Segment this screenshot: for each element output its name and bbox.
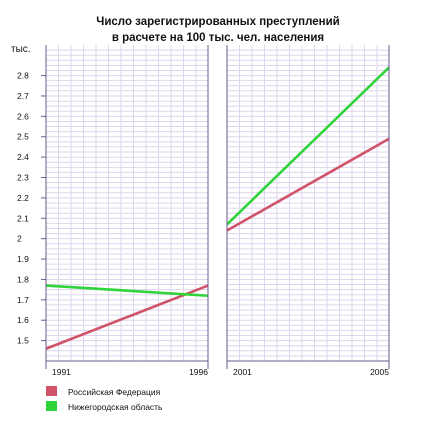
series-line-panel2-russia (226, 137, 390, 232)
y-tick-label: 1.6 (17, 315, 29, 325)
series-layer (45, 66, 390, 350)
y-tick-label: 2.7 (17, 91, 29, 101)
x-tick-label: 1996 (189, 367, 208, 377)
legend: Российская Федерация Нижегородская област… (46, 386, 163, 412)
y-tick-label: 2.3 (17, 173, 29, 183)
chart-title: Число зарегистрированных преступлений (96, 16, 339, 28)
y-tick-label: 1.5 (17, 336, 29, 346)
legend-label: Нижегородская область (68, 402, 163, 412)
y-tick-label: 1.9 (17, 254, 29, 264)
series-line-panel2-nizhny-novgorod (226, 66, 390, 226)
chart-subtitle: в расчете на 100 тыс. чел. населения (112, 32, 324, 44)
x-tick-label: 1991 (52, 367, 71, 377)
y-tick-label: 2.1 (17, 213, 29, 223)
legend-swatch (46, 386, 57, 396)
grid-layer (46, 45, 389, 361)
y-tick-label: 2.8 (17, 71, 29, 81)
x-tick-label: 2001 (233, 367, 252, 377)
legend-swatch (46, 401, 57, 411)
y-axis-unit: тыс. (11, 44, 31, 55)
y-tick-label: 2 (17, 234, 22, 244)
y-tick-label: 1.7 (17, 295, 29, 305)
y-tick-label: 2.4 (17, 152, 29, 162)
series-line-panel1-russia (45, 284, 209, 350)
axis-layer: 1.5 1.6 1.7 1.8 1.9 2 2.1 2.2 2.3 2.4 2.5 2.6 2.7 2.8… (17, 45, 390, 377)
y-tick-label: 2.6 (17, 111, 29, 121)
series-line-panel1-nizhny-novgorod (45, 284, 209, 298)
y-tick-label: 2.5 (17, 132, 29, 142)
y-tick-label: 2.2 (17, 193, 29, 203)
y-tick-label: 1.8 (17, 274, 29, 284)
legend-label: Российская Федерация (68, 387, 161, 397)
x-tick-label: 2005 (370, 367, 389, 377)
